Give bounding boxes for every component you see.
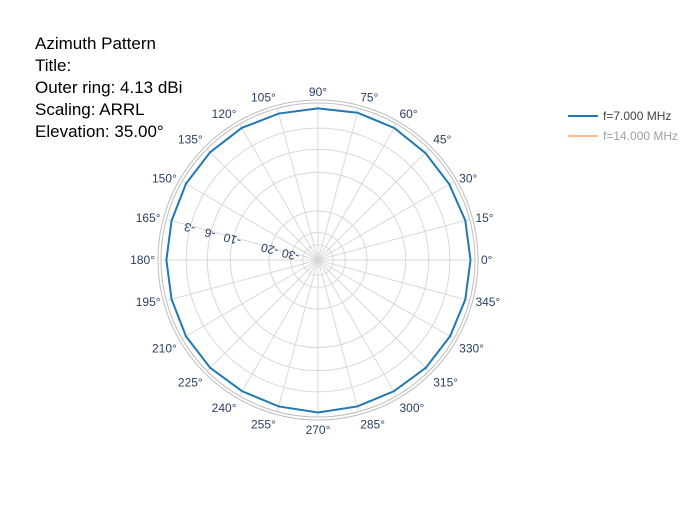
angular-tick-label: 225° xyxy=(178,375,203,389)
angular-tick-label: 15° xyxy=(475,211,493,225)
legend-item-7mhz[interactable]: f=7.000 MHz xyxy=(568,106,678,126)
legend: f=7.000 MHz f=14.000 MHz xyxy=(568,106,678,146)
trace-layer xyxy=(165,107,472,414)
angular-tick-label: 240° xyxy=(212,401,237,415)
polar-grid xyxy=(157,99,479,421)
radial-tick-label: -20 xyxy=(259,240,280,258)
grid-spoke xyxy=(317,259,360,412)
angular-tick-label: 150° xyxy=(152,172,177,186)
angular-tick-label: 75° xyxy=(360,91,378,105)
grid-spoke xyxy=(317,259,470,302)
angular-tick-label: 180° xyxy=(130,253,155,267)
tick-labels: 0° 15° 30° 45° 60° 75° 90° 105° 120° 135° 150° 165°… xyxy=(130,85,500,437)
radial-tick-label: -6 xyxy=(203,225,217,241)
angular-tick-label: 0° xyxy=(481,253,493,267)
angular-tick-label: 270° xyxy=(306,423,331,437)
angular-tick-label: 345° xyxy=(475,295,500,309)
grid-spoke xyxy=(206,148,319,261)
angular-tick-label: 120° xyxy=(212,107,237,121)
info-line-title: Title: xyxy=(35,56,72,75)
angular-tick-label: 90° xyxy=(309,85,327,99)
grid-spoke xyxy=(181,181,319,261)
grid-spoke xyxy=(206,259,319,372)
grid-spoke xyxy=(317,259,455,339)
grid-spoke xyxy=(317,218,470,261)
grid-spoke xyxy=(166,218,319,261)
grid-spoke xyxy=(317,259,430,372)
grid-spoke xyxy=(181,259,319,339)
grid-spoke xyxy=(276,259,319,412)
grid-spoke xyxy=(317,123,397,261)
radial-tick-label: -10 xyxy=(222,230,243,248)
angular-tick-label: 285° xyxy=(360,417,385,431)
angular-tick-label: 300° xyxy=(400,401,425,415)
grid-spoke xyxy=(239,259,319,397)
grid-spoke xyxy=(317,181,455,261)
angular-tick-label: 165° xyxy=(136,211,161,225)
info-annotation: Azimuth Pattern Title: Outer ring: 4.13 … xyxy=(35,33,182,143)
radial-tick-label: -30 xyxy=(280,246,301,264)
legend-swatch-7mhz xyxy=(568,115,598,117)
angular-tick-label: 135° xyxy=(178,133,203,147)
angular-tick-label: 30° xyxy=(459,172,477,186)
grid-spoke xyxy=(317,148,430,261)
angular-tick-label: 45° xyxy=(433,133,451,147)
info-line-outer-ring: Outer ring: 4.13 dBi xyxy=(35,78,183,97)
radial-tick-label: -3 xyxy=(182,220,196,236)
grid-spoke xyxy=(166,259,319,302)
angular-tick-label: 210° xyxy=(152,342,177,356)
angular-tick-label: 195° xyxy=(136,295,161,309)
grid-spoke xyxy=(317,259,397,397)
grid-spoke xyxy=(239,123,319,261)
grid-spoke xyxy=(276,108,319,261)
info-line-pattern-type: Azimuth Pattern xyxy=(35,34,156,53)
info-line-elevation: Elevation: 35.00° xyxy=(35,122,164,141)
angular-tick-label: 105° xyxy=(251,91,276,105)
legend-label-7mhz: f=7.000 MHz xyxy=(603,109,672,123)
outer-ring-frame xyxy=(157,99,479,421)
legend-label-14mhz: f=14.000 MHz xyxy=(603,129,679,143)
angular-tick-label: 60° xyxy=(400,107,418,121)
series-line-7mhz xyxy=(165,107,472,414)
legend-swatch-14mhz xyxy=(568,135,598,137)
info-line-scaling: Scaling: ARRL xyxy=(35,100,145,119)
angular-tick-label: 315° xyxy=(433,375,458,389)
angular-tick-label: 330° xyxy=(459,342,484,356)
legend-item-14mhz[interactable]: f=14.000 MHz xyxy=(568,126,678,146)
angular-tick-label: 255° xyxy=(251,417,276,431)
grid-spoke xyxy=(317,108,360,261)
